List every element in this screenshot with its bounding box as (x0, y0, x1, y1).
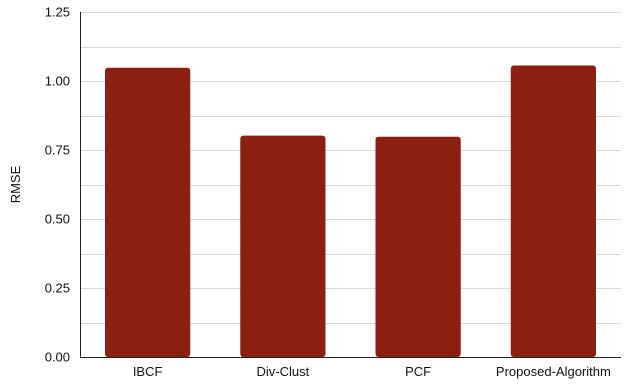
x-tick-label: Proposed-Algorithm (496, 364, 611, 379)
y-axis-title: RMSE (8, 165, 23, 203)
y-tick-label: 1.00 (45, 74, 70, 89)
bar-pcf (375, 136, 461, 357)
y-tick-label: 0.50 (45, 212, 70, 227)
x-tick-label: IBCF (133, 364, 163, 379)
y-tick-label: 0.25 (45, 281, 70, 296)
y-tick-label: 0.00 (45, 350, 70, 365)
bar-ibcf (105, 67, 191, 357)
x-tick-label: PCF (405, 364, 431, 379)
y-tick-label: 1.25 (45, 5, 70, 20)
axis-layer (80, 12, 621, 358)
bars-layer (105, 65, 596, 357)
bar-proposed-algorithm (510, 65, 596, 357)
y-tick-labels: 0.00 0.25 0.50 0.75 1.00 1.25 (45, 5, 70, 365)
x-tick-labels: IBCF Div-Clust PCF Proposed-Algorithm (133, 364, 611, 379)
y-tick-label: 0.75 (45, 143, 70, 158)
x-tick-label: Div-Clust (257, 364, 310, 379)
bar-div-clust (240, 135, 326, 357)
